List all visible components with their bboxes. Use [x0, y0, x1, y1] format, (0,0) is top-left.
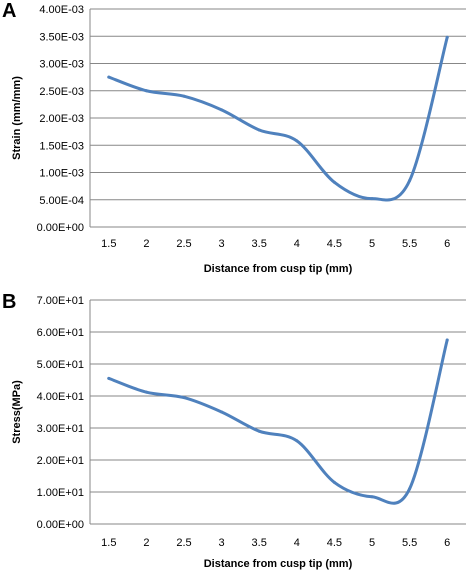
data-point — [445, 338, 449, 342]
x-axis-title: Distance from cusp tip (mm) — [204, 558, 353, 570]
x-tick-label: 3.5 — [252, 537, 267, 549]
y-tick-label: 1.00E+01 — [37, 487, 84, 499]
y-tick-label: 3.00E+01 — [37, 423, 84, 435]
data-point — [370, 495, 374, 499]
x-tick-label: 4.5 — [327, 537, 342, 549]
x-tick-label: 6 — [444, 537, 450, 549]
y-tick-label: 2.50E-03 — [39, 86, 84, 98]
y-tick-label: 5.00E+01 — [37, 359, 84, 371]
data-point — [144, 390, 148, 394]
data-point — [408, 179, 412, 183]
data-point — [332, 480, 336, 484]
data-point — [370, 197, 374, 201]
y-tick-label: 4.00E+01 — [37, 391, 84, 403]
y-tick-label: 3.00E-03 — [39, 59, 84, 71]
panel-label-b: B — [2, 291, 17, 313]
data-point — [332, 180, 336, 184]
data-point — [107, 75, 111, 79]
y-tick-label: 1.50E-03 — [39, 140, 84, 152]
x-tick-label: 5 — [369, 238, 375, 250]
panel-label-a: A — [2, 0, 17, 22]
y-axis-title: Stress(MPa) — [11, 380, 23, 444]
x-tick-label: 2 — [143, 238, 149, 250]
y-tick-label: 3.50E-03 — [39, 31, 84, 43]
x-tick-label: 3 — [219, 238, 225, 250]
data-point — [445, 35, 449, 39]
y-axis-title: Strain (mm/mm) — [11, 76, 23, 160]
x-tick-label: 4 — [294, 537, 300, 549]
data-point — [257, 429, 261, 433]
x-tick-label: 6 — [444, 238, 450, 250]
y-tick-label: 2.00E-03 — [39, 113, 84, 125]
x-tick-label: 1.5 — [101, 238, 116, 250]
data-point — [107, 376, 111, 380]
x-tick-label: 3.5 — [252, 238, 267, 250]
y-tick-label: 6.00E+01 — [37, 327, 84, 339]
x-tick-label: 2.5 — [176, 238, 191, 250]
x-tick-label: 1.5 — [101, 537, 116, 549]
data-point — [295, 139, 299, 143]
data-point — [182, 94, 186, 98]
x-tick-label: 2.5 — [176, 537, 191, 549]
data-point — [220, 108, 224, 112]
data-point — [220, 410, 224, 414]
x-axis-title: Distance from cusp tip (mm) — [204, 263, 353, 275]
data-point — [295, 439, 299, 443]
x-tick-label: 4 — [294, 238, 300, 250]
x-tick-label: 3 — [219, 537, 225, 549]
strain-chart: 0.00E+00 5.00E-04 1.00E-03 1.50E-03 2.00E-03… — [11, 4, 466, 275]
y-tick-label: 4.00E-03 — [39, 4, 84, 16]
x-tick-label: 2 — [143, 537, 149, 549]
stress-chart: 0.00E+00 1.00E+01 2.00E+01 3.00E+01 4.00E+01… — [11, 295, 466, 570]
y-tick-label: 5.00E-04 — [39, 195, 84, 207]
x-tick-label: 5.5 — [402, 238, 417, 250]
series-line — [107, 35, 449, 202]
data-point — [144, 89, 148, 93]
data-point — [182, 396, 186, 400]
y-tick-label: 0.00E+00 — [37, 519, 84, 531]
x-tick-label: 4.5 — [327, 238, 342, 250]
data-point — [257, 128, 261, 132]
y-tick-label: 1.00E-03 — [39, 168, 84, 180]
y-tick-label: 2.00E+01 — [37, 455, 84, 467]
y-tick-label: 0.00E+00 — [37, 222, 84, 234]
x-tick-label: 5.5 — [402, 537, 417, 549]
y-tick-label: 7.00E+01 — [37, 295, 84, 307]
data-point — [408, 487, 412, 491]
x-tick-label: 5 — [369, 537, 375, 549]
